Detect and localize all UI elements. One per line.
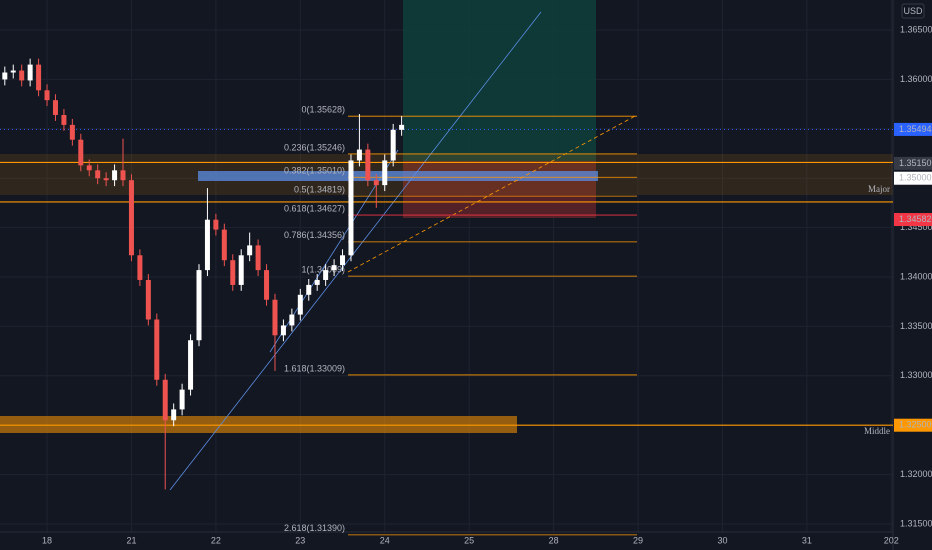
candle-body: [238, 255, 244, 285]
y-tick-label: 1.34500: [900, 222, 932, 232]
price-tag-label: 1.35494: [899, 124, 932, 134]
candle-body: [314, 279, 320, 285]
x-tick-label: 22: [211, 535, 221, 545]
annotation: Middle: [864, 426, 890, 436]
candle-body: [255, 245, 261, 271]
candle-body: [399, 124, 405, 130]
profit-zone: [403, 0, 596, 161]
x-tick-label: 28: [549, 535, 559, 545]
candle-body: [52, 100, 58, 115]
candle-body: [61, 114, 67, 125]
candle-body: [289, 314, 295, 326]
candle-body: [103, 178, 109, 181]
candle-body: [95, 170, 101, 179]
y-tick-label: 1.33500: [900, 321, 932, 331]
fib-label: 2.618(1.31390): [284, 523, 345, 533]
y-tick-label: 1.33000: [900, 370, 932, 380]
candle-body: [179, 389, 185, 410]
fib-label: 1(1.34009): [301, 265, 345, 275]
candle-body: [36, 64, 42, 91]
candle-body: [112, 170, 118, 181]
candle-body: [10, 70, 16, 73]
price-tag: [894, 122, 932, 136]
currency-box[interactable]: [901, 3, 925, 19]
candle-body: [390, 129, 396, 161]
y-tick-label: 1.31500: [900, 518, 932, 528]
candle-body: [204, 219, 210, 271]
candle-body: [297, 294, 303, 315]
candle-body: [86, 165, 92, 171]
x-tick-label: 21: [126, 535, 136, 545]
candle-body: [19, 70, 25, 81]
trend-line: [169, 11, 542, 491]
price-tag: [894, 418, 932, 432]
candle-body: [264, 270, 270, 300]
candle-body: [137, 255, 143, 280]
fib-label: 0.236(1.35246): [284, 142, 345, 152]
candle-body: [340, 255, 346, 266]
candle-body: [27, 64, 33, 81]
candle-body: [323, 270, 329, 280]
candle-body: [356, 149, 362, 161]
y-tick-label: 1.36500: [900, 24, 932, 34]
candle-body: [171, 409, 177, 421]
price-tag-label: 1.35150: [899, 158, 932, 168]
x-tick-label: 202: [884, 535, 899, 545]
price-tag-label: 1.34582: [899, 214, 932, 224]
candle-body: [247, 245, 253, 256]
candle-body: [221, 229, 227, 261]
candle-body: [280, 325, 286, 336]
candle-body: [162, 379, 168, 421]
candle-body: [331, 265, 337, 271]
fib-label: 0(1.35628): [301, 105, 345, 115]
y-tick-label: 1.34000: [900, 271, 932, 281]
price-tag: [894, 171, 932, 185]
price-tag-label: 1.35000: [899, 173, 932, 183]
middle-zone: [0, 416, 517, 433]
fib-label: 1.618(1.33009): [284, 363, 345, 373]
price-tag: [894, 156, 932, 170]
candle-body: [373, 180, 379, 186]
candle-body: [120, 170, 126, 181]
candle-body: [44, 90, 50, 101]
candle-body: [365, 149, 371, 181]
candle-body: [145, 279, 151, 320]
x-tick-label: 18: [42, 535, 52, 545]
fib-label: 0.5(1.34819): [294, 184, 345, 194]
candle-body: [196, 270, 202, 341]
candle-body: [188, 340, 194, 390]
x-tick-label: 25: [464, 535, 474, 545]
entry-bar: [198, 171, 598, 181]
x-tick-label: 23: [295, 535, 305, 545]
candle-body: [78, 139, 84, 166]
x-tick-label: 29: [633, 535, 643, 545]
candle-body: [213, 219, 219, 230]
fib-label: 0.786(1.34356): [284, 230, 345, 240]
y-tick-label: 1.36000: [900, 74, 932, 84]
candle-body: [272, 299, 278, 336]
price-tag: [894, 213, 932, 227]
candle-body: [306, 284, 312, 295]
annotation: Major: [868, 184, 890, 194]
loss-zone: [403, 161, 596, 218]
price-tag-label: 1.32500: [899, 420, 932, 430]
fib-label: 0.382(1.35010): [284, 166, 345, 176]
projection-line: [347, 114, 638, 273]
candle-body: [2, 72, 8, 80]
candle-body: [230, 260, 236, 285]
x-tick-label: 31: [802, 535, 812, 545]
y-tick-label: 1.32000: [900, 469, 932, 479]
candle-body: [382, 160, 388, 186]
currency: USD: [903, 6, 923, 16]
x-tick-label: 30: [717, 535, 727, 545]
fib-label: 0.618(1.34627): [284, 203, 345, 213]
candle-body: [154, 319, 160, 380]
candle-body: [348, 160, 354, 256]
candle-body: [69, 124, 75, 140]
x-tick-label: 24: [380, 535, 390, 545]
candle-body: [128, 180, 134, 256]
